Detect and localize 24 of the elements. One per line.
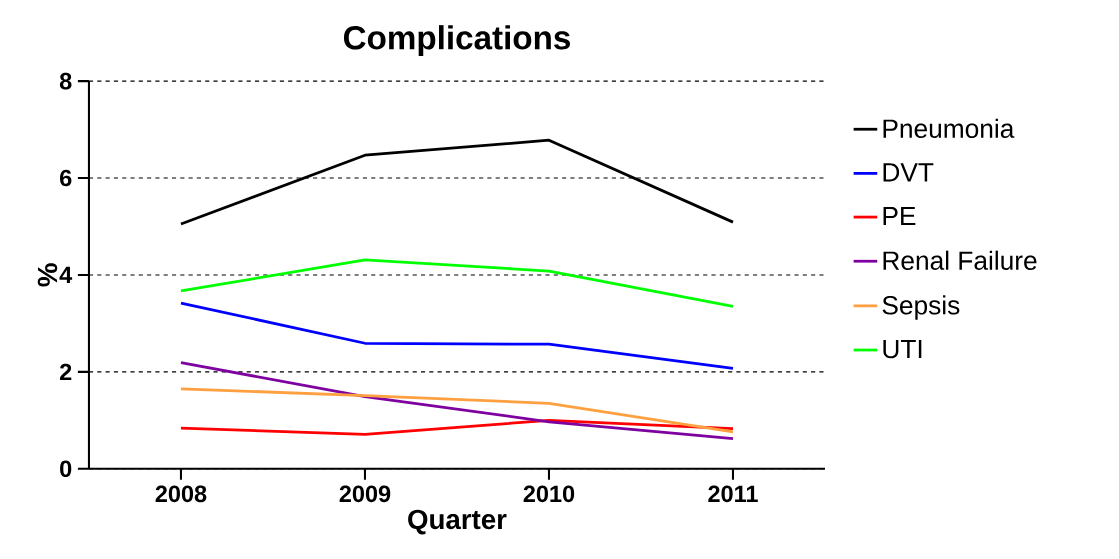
legend-label: DVT — [883, 163, 934, 182]
x-tick-label: 2011 — [708, 485, 758, 503]
y-tick-label: 0 — [60, 460, 72, 478]
y-axis-title: % — [37, 263, 58, 287]
chart-title: Complications — [343, 25, 570, 57]
line-series — [179, 258, 735, 308]
x-tick-label: 2008 — [155, 485, 207, 503]
legend-label: UTI — [883, 340, 922, 359]
line-series — [179, 301, 735, 370]
line-series — [179, 361, 735, 441]
legend-label: Renal Failure — [883, 250, 1037, 271]
y-tick-label: 2 — [59, 363, 72, 381]
y-tick-label: 8 — [59, 72, 72, 90]
line-series — [179, 387, 735, 434]
legend-label: PE — [883, 207, 916, 226]
legend-label: Sepsis — [882, 295, 960, 320]
line-series — [179, 138, 735, 226]
y-tick-label: 6 — [60, 169, 72, 187]
x-tick-label: 2009 — [339, 485, 391, 503]
line-series — [179, 418, 735, 436]
legend-label: Pneumonia — [883, 118, 1015, 139]
x-tick-label: 2010 — [523, 485, 575, 503]
x-axis-title: Quarter — [408, 509, 507, 535]
y-tick-label: 4 — [59, 266, 73, 284]
